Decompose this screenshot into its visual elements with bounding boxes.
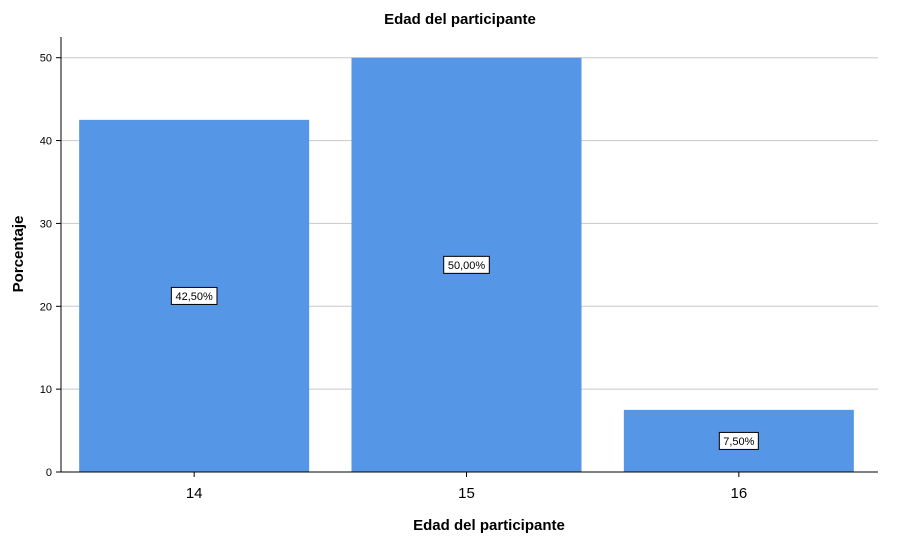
data-label-box	[170, 286, 218, 305]
y-tick-label: 10	[40, 384, 52, 396]
y-tick-label: 0	[46, 467, 52, 479]
y-tick-label: 40	[40, 136, 52, 148]
data-label: 42,50%	[176, 291, 214, 303]
data-label-box	[718, 431, 759, 450]
y-axis-ticks: 0 10 20 30 40 50	[40, 53, 61, 479]
y-axis-title: Porcentaje	[10, 216, 27, 293]
x-axis-title: Edad del participante	[413, 517, 565, 534]
axes	[60, 37, 878, 473]
x-tick-label: 14	[186, 485, 203, 502]
x-tick-label: 15	[458, 485, 475, 502]
data-labels: 42,50% 50,00% 7,50%	[170, 255, 759, 450]
chart-title: Edad del participante	[384, 11, 536, 28]
data-label: 50,00%	[448, 260, 486, 272]
x-tick-label: 16	[730, 485, 747, 502]
x-axis-ticks: 14 15 16	[186, 472, 747, 502]
data-label: 7,50%	[723, 436, 754, 448]
data-label-box	[443, 255, 490, 274]
y-tick-label: 50	[40, 53, 52, 65]
y-tick-label: 30	[40, 218, 52, 230]
y-tick-label: 20	[40, 301, 52, 313]
